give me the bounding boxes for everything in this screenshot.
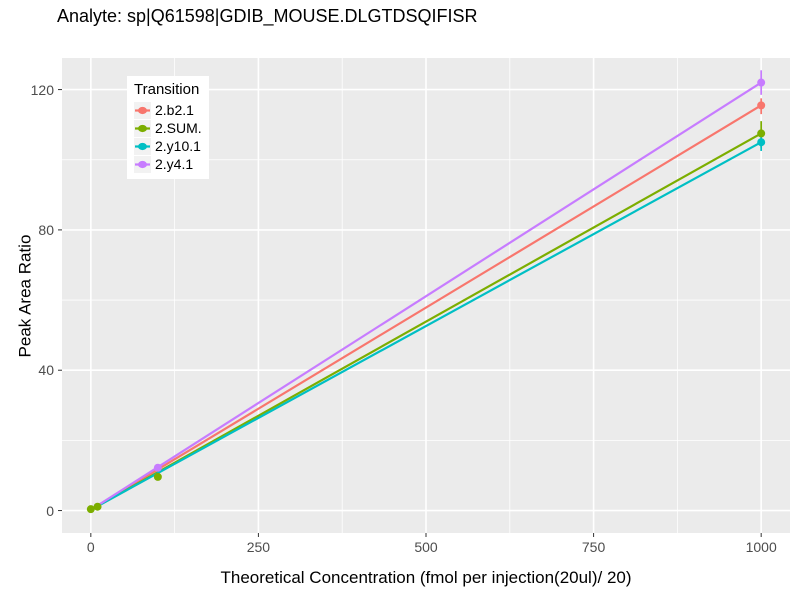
x-tick-label: 500 — [414, 539, 438, 555]
data-point-2-sum — [93, 502, 102, 511]
x-tick-label: 250 — [246, 539, 271, 555]
legend-items: 2.b2.1 2.SUM. 2.y10.1 2.y4.1 — [134, 101, 202, 173]
x-tick-label: 0 — [86, 539, 95, 555]
legend-key-icon — [134, 101, 151, 119]
x-axis-label: Theoretical Concentration (fmol per inje… — [220, 568, 632, 587]
data-point-2-y4-1 — [757, 78, 766, 87]
legend-item-label: 2.SUM. — [155, 120, 202, 136]
legend: Transition 2.b2.1 2.SUM. 2.y10.1 2.y4.1 — [127, 76, 209, 179]
legend-item-label: 2.y10.1 — [155, 138, 201, 154]
y-tick-label: 0 — [46, 502, 54, 519]
data-point-2-sum — [86, 505, 95, 514]
data-point-2-b2-1 — [757, 101, 766, 110]
data-point-2-sum — [757, 129, 766, 138]
legend-item-2-y4-1: 2.y4.1 — [134, 155, 202, 173]
x-tick-label: 1000 — [745, 539, 777, 555]
chart-title: Analyte: sp|Q61598|GDIB_MOUSE.DLGTDSQIFI… — [57, 6, 478, 26]
legend-key-icon — [134, 137, 151, 155]
legend-item-2-b2-1: 2.b2.1 — [134, 101, 202, 119]
series-line-2-b2-1 — [89, 104, 763, 511]
legend-item-label: 2.y4.1 — [155, 156, 194, 172]
data-point-2-y4-1 — [153, 463, 162, 472]
x-tick-label: 750 — [581, 539, 606, 555]
y-tick-label: 120 — [30, 81, 54, 98]
data-point-2-y10-1 — [757, 138, 766, 147]
legend-key-icon — [134, 119, 151, 137]
y-tick-label: 40 — [38, 362, 54, 379]
legend-title: Transition — [134, 81, 200, 98]
legend-item-2-y10-1: 2.y10.1 — [134, 137, 202, 155]
legend-key-icon — [134, 155, 151, 173]
data-point-2-sum — [153, 472, 162, 481]
y-tick-label: 80 — [38, 221, 54, 238]
y-axis-label: Peak Area Ratio — [15, 234, 35, 358]
legend-item-label: 2.b2.1 — [155, 102, 194, 118]
legend-item-2-sum: 2.SUM. — [134, 119, 202, 137]
series-line-2-y10-1 — [89, 141, 763, 511]
series-line-2-sum — [89, 132, 763, 511]
series-line-2-y4-1 — [89, 81, 763, 511]
